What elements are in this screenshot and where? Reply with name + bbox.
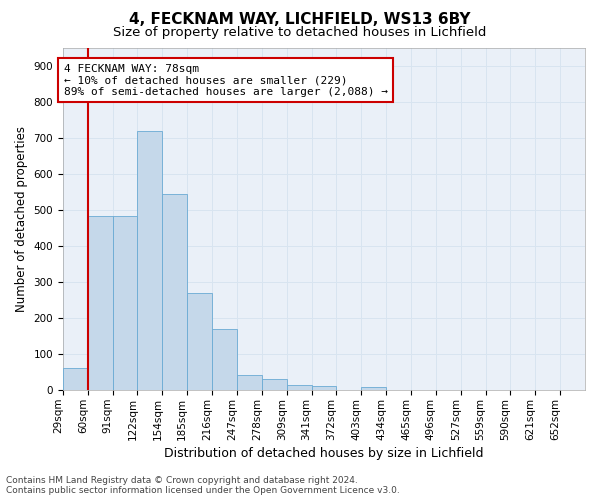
Bar xyxy=(212,329,237,390)
Bar xyxy=(361,388,386,390)
Bar xyxy=(262,380,287,390)
Bar xyxy=(287,385,311,390)
Text: Contains HM Land Registry data © Crown copyright and database right 2024.
Contai: Contains HM Land Registry data © Crown c… xyxy=(6,476,400,495)
Text: 4 FECKNAM WAY: 78sqm
← 10% of detached houses are smaller (229)
89% of semi-deta: 4 FECKNAM WAY: 78sqm ← 10% of detached h… xyxy=(64,64,388,97)
Bar xyxy=(187,293,212,390)
Bar xyxy=(237,375,262,390)
Text: 4, FECKNAM WAY, LICHFIELD, WS13 6BY: 4, FECKNAM WAY, LICHFIELD, WS13 6BY xyxy=(129,12,471,28)
Bar xyxy=(88,216,113,390)
Bar xyxy=(311,386,337,390)
Y-axis label: Number of detached properties: Number of detached properties xyxy=(15,126,28,312)
Bar xyxy=(163,194,187,390)
Bar xyxy=(137,131,163,390)
X-axis label: Distribution of detached houses by size in Lichfield: Distribution of detached houses by size … xyxy=(164,447,484,460)
Text: Size of property relative to detached houses in Lichfield: Size of property relative to detached ho… xyxy=(113,26,487,39)
Bar xyxy=(63,368,88,390)
Bar xyxy=(113,216,137,390)
